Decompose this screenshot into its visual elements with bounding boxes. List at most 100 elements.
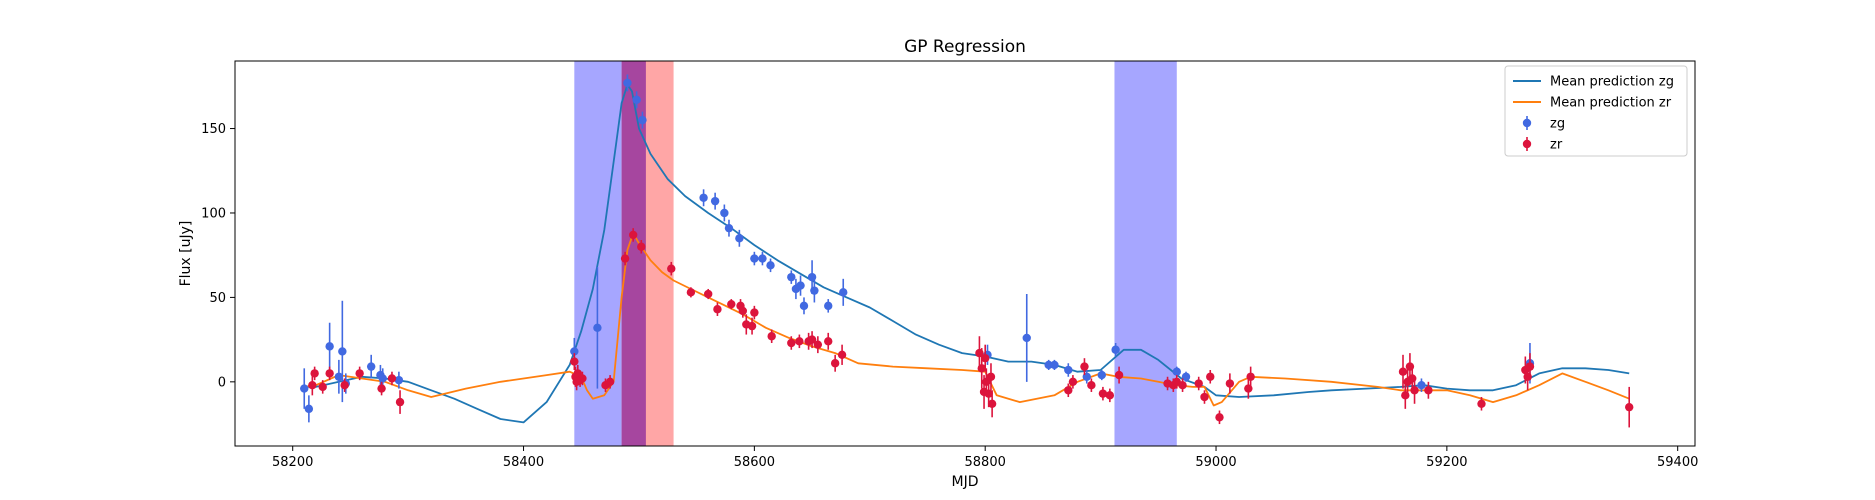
- data-point: [1050, 360, 1059, 370]
- prediction-line: [304, 232, 1630, 407]
- data-point: [720, 208, 729, 218]
- mean-prediction-lines: [304, 83, 1630, 424]
- data-point: [338, 347, 347, 356]
- shaded-region: [621, 61, 674, 446]
- data-point: [1181, 372, 1191, 381]
- data-point: [620, 254, 630, 263]
- data-point: [667, 264, 676, 273]
- data-point: [308, 381, 317, 390]
- data-point: [1525, 362, 1535, 371]
- data-point: [984, 389, 993, 398]
- y-tick-label: 150: [201, 122, 226, 137]
- data-point: [628, 230, 638, 240]
- data-point: [830, 359, 840, 368]
- data-point: [340, 381, 349, 390]
- data-point: [1417, 381, 1426, 390]
- data-point: [1215, 413, 1224, 422]
- chart-title: GP Regression: [904, 37, 1026, 57]
- data-point: [713, 305, 722, 314]
- legend-label: zg: [1550, 117, 1565, 132]
- x-axis-label: MJD: [952, 474, 979, 490]
- data-point: [750, 308, 759, 317]
- x-tick-label: 58200: [272, 455, 313, 470]
- data-point: [632, 95, 641, 105]
- data-point: [1098, 389, 1108, 398]
- x-axis-ticks: 58200 58400 58600 58800 59000 59200 59400: [272, 446, 1698, 470]
- data-point: [977, 364, 986, 373]
- data-point: [1064, 365, 1073, 375]
- data-point: [807, 335, 817, 344]
- data-point: [1200, 392, 1209, 402]
- data-point: [735, 234, 744, 243]
- data-point: [758, 254, 767, 263]
- y-tick-label: 100: [201, 206, 226, 221]
- data-point: [1097, 370, 1106, 380]
- data-point: [578, 374, 587, 383]
- x-tick-label: 59400: [1657, 455, 1698, 470]
- y-tick-label: 0: [218, 375, 226, 390]
- data-point: [1206, 372, 1215, 381]
- data-point: [395, 397, 405, 407]
- data-point: [593, 323, 602, 332]
- data-point: [747, 321, 757, 331]
- data-point: [1194, 379, 1203, 388]
- data-point: [796, 281, 805, 290]
- data-point: [1398, 367, 1408, 376]
- data-point: [570, 357, 579, 366]
- x-tick-label: 58800: [965, 455, 1006, 470]
- data-point: [355, 369, 364, 378]
- data-point: [605, 377, 615, 387]
- observation-points: [300, 74, 1634, 428]
- data-point: [750, 254, 759, 263]
- data-point: [1172, 367, 1181, 376]
- data-point: [1080, 362, 1089, 371]
- data-point: [1105, 391, 1115, 400]
- data-point: [1424, 386, 1433, 395]
- data-point: [787, 338, 796, 348]
- data-point: [394, 375, 404, 385]
- data-point: [1178, 381, 1187, 390]
- y-axis-label: Flux [uJy]: [178, 221, 194, 287]
- data-point: [1068, 377, 1078, 387]
- legend-point-swatch: [1522, 118, 1532, 128]
- data-point: [704, 289, 713, 299]
- data-point: [1111, 345, 1120, 354]
- data-point: [727, 299, 736, 309]
- legend-label: zr: [1550, 138, 1563, 153]
- data-point: [787, 272, 796, 282]
- data-point: [1410, 386, 1419, 395]
- legend-point-swatch: [1522, 139, 1532, 149]
- data-point: [1022, 333, 1031, 343]
- data-point: [318, 382, 327, 392]
- axes-frame: [234, 60, 1696, 447]
- data-point: [813, 340, 823, 349]
- data-point: [1064, 386, 1073, 395]
- data-point: [334, 372, 344, 381]
- data-point: [986, 372, 996, 381]
- data-point: [637, 242, 646, 251]
- data-point: [378, 374, 387, 383]
- data-point: [300, 384, 309, 393]
- data-point: [304, 404, 314, 414]
- y-tick-label: 50: [209, 291, 226, 306]
- x-tick-label: 58600: [734, 455, 775, 470]
- data-point: [738, 306, 748, 316]
- data-point: [1246, 372, 1255, 381]
- prediction-line: [304, 83, 1630, 424]
- data-point: [1044, 360, 1053, 370]
- data-point: [795, 337, 804, 346]
- shaded-regions: [574, 61, 1177, 446]
- data-point: [325, 342, 334, 351]
- data-point: [724, 223, 734, 233]
- data-point: [837, 350, 847, 360]
- x-tick-label: 59000: [1195, 455, 1236, 470]
- data-point: [623, 78, 632, 88]
- legend-box: [1504, 65, 1688, 157]
- data-point: [839, 288, 848, 297]
- legend-label: Mean prediction zr: [1550, 96, 1672, 111]
- data-point: [1087, 381, 1096, 390]
- x-tick-label: 58400: [503, 455, 544, 470]
- data-point: [710, 196, 720, 206]
- data-point: [824, 337, 833, 346]
- data-point: [980, 353, 990, 363]
